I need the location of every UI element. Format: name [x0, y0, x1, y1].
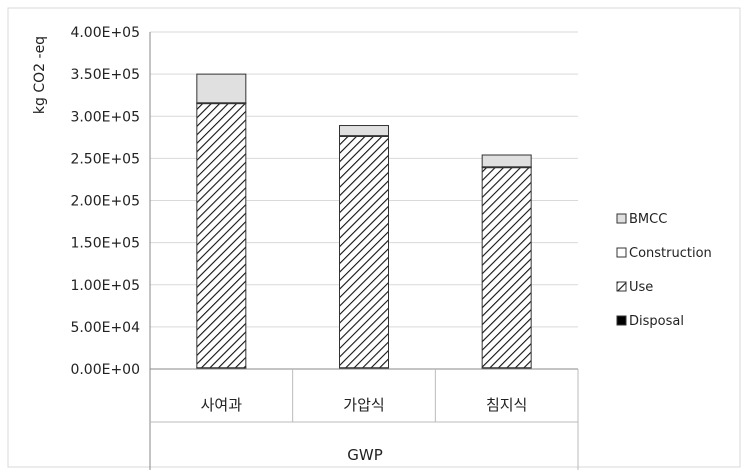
- y-tick-label: 5.00E+04: [70, 320, 140, 336]
- y-tick-label: 4.00E+05: [70, 25, 140, 41]
- y-tick-label: 2.00E+05: [70, 194, 140, 210]
- y-tick-labels: 0.00E+00 5.00E+04 1.00E+05 1.50E+05 2.00E+05…: [70, 25, 140, 378]
- legend-label: BMCC: [629, 212, 667, 227]
- legend-swatch-bmcc: [616, 213, 627, 224]
- bars: [196, 73, 532, 370]
- y-tick-label: 1.00E+05: [70, 278, 140, 294]
- y-tick-label: 3.00E+05: [70, 109, 140, 125]
- y-tick-label: 2.50E+05: [70, 151, 140, 167]
- legend-label: Construction: [629, 246, 712, 261]
- y-tick-label: 0.00E+00: [70, 362, 140, 378]
- bar-segment-bmcc: [196, 73, 247, 104]
- legend-swatch-use: [616, 281, 627, 292]
- y-tick-label: 3.50E+05: [70, 67, 140, 83]
- group-label: GWP: [347, 446, 383, 464]
- bar-segment-use: [481, 167, 532, 369]
- bar-segment-use: [339, 135, 389, 369]
- category-label: 사여과: [201, 396, 243, 414]
- category-label: 침지식: [486, 396, 527, 414]
- axes: [149, 32, 579, 470]
- bar-segment-bmcc: [481, 154, 532, 168]
- category-labels: 사여과 가압식 침지식: [201, 396, 528, 414]
- y-tick-label: 1.50E+05: [70, 236, 140, 252]
- bar-segment-bmcc: [339, 125, 389, 137]
- y-axis-label: kg CO2 -eq: [32, 36, 48, 114]
- legend: BMCC Construction Use Disposal: [616, 212, 712, 329]
- legend-label: Disposal: [629, 314, 684, 329]
- bar-segment-use: [196, 103, 247, 369]
- category-label: 가압식: [343, 396, 384, 414]
- legend-swatch-construction: [616, 247, 627, 258]
- legend-swatch-disposal: [616, 315, 627, 326]
- legend-label: Use: [629, 280, 653, 295]
